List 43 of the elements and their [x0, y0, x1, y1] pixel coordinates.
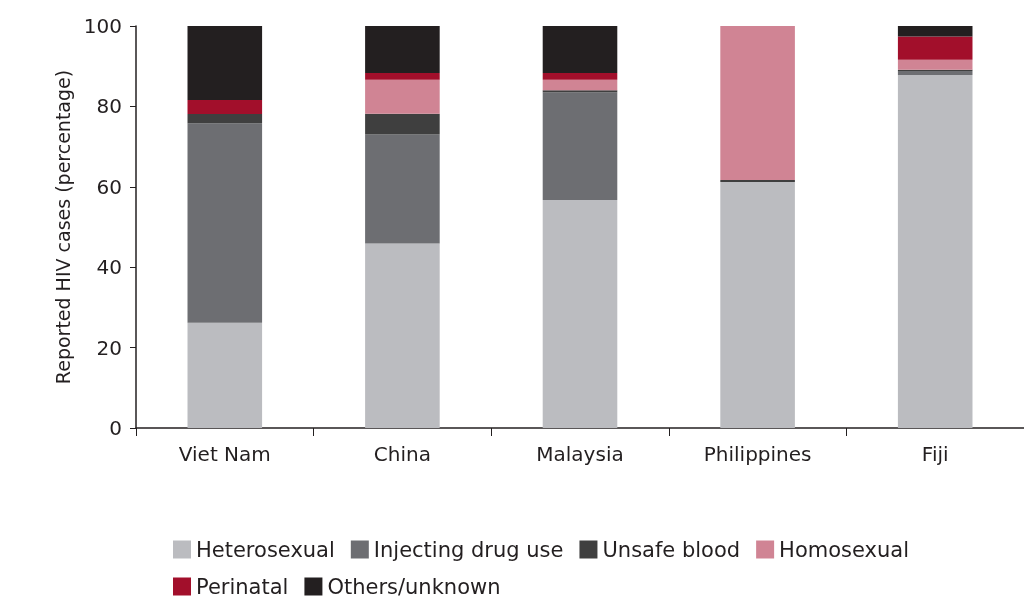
bar — [187, 123, 263, 323]
bar — [542, 73, 618, 80]
bar — [365, 243, 440, 428]
bar — [365, 113, 440, 135]
bar — [542, 200, 618, 428]
y-axis-title: Reported HIV cases (percentage) — [52, 69, 75, 385]
bar — [365, 26, 440, 74]
legend-label: Unsafe blood — [602, 537, 741, 562]
y-tick-label: 60 — [96, 174, 122, 199]
bar — [187, 99, 263, 115]
y-tick-label: 100 — [83, 14, 122, 38]
bar — [542, 90, 618, 93]
bar — [897, 59, 973, 70]
bar — [365, 79, 440, 114]
y-tick-label: 40 — [96, 255, 122, 280]
bar — [542, 26, 618, 74]
bar — [365, 73, 440, 80]
legend-label: Perinatal — [196, 574, 289, 599]
legend-label: Homosexual — [779, 537, 910, 562]
bar — [897, 75, 973, 428]
x-tick-label: Philippines — [703, 442, 812, 466]
bar — [897, 36, 973, 60]
y-tick-label: 0 — [109, 416, 122, 440]
bar — [720, 26, 795, 180]
bar — [897, 26, 973, 37]
x-tick-label: China — [373, 442, 431, 466]
bar — [187, 114, 263, 124]
x-tick-label: Malaysia — [536, 442, 624, 466]
y-tick-label: 20 — [96, 335, 122, 360]
bar — [187, 322, 263, 428]
legend-label: Heterosexual — [196, 537, 335, 562]
bar — [720, 181, 795, 428]
bar — [542, 92, 618, 201]
bar — [187, 26, 263, 100]
bar — [897, 71, 973, 76]
y-tick-label: 80 — [96, 94, 122, 119]
x-tick-label: Fiji — [921, 442, 949, 466]
bar — [542, 79, 618, 91]
x-tick-label: Viet Nam — [178, 442, 271, 466]
bar — [720, 179, 795, 182]
legend-label: Injecting drug use — [373, 537, 564, 562]
bar — [365, 134, 440, 244]
legend-label: Others/unknown — [327, 574, 501, 599]
